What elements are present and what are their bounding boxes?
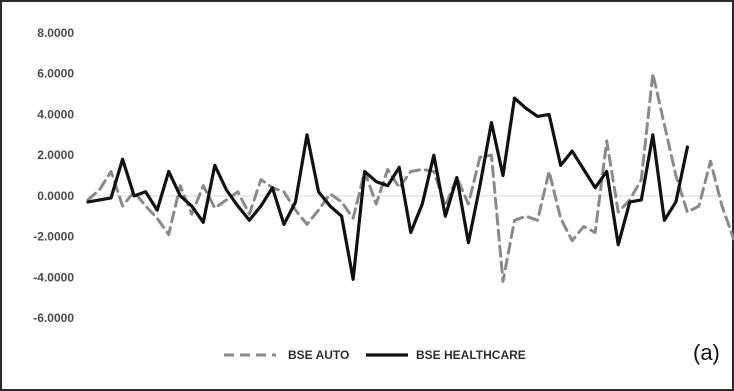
y-tick-label: 6.0000 — [37, 67, 74, 81]
panel-label: (a) — [693, 340, 720, 365]
y-tick-label: -4.0000 — [33, 270, 74, 284]
series-layer — [86, 72, 734, 283]
y-tick-label: 8.0000 — [37, 26, 74, 40]
legend-label-bse-auto: BSE AUTO — [288, 348, 349, 362]
series-line-bse-auto — [86, 72, 734, 283]
y-tick-label: -2.0000 — [33, 230, 74, 244]
y-axis-tick-labels: 8.0000 6.0000 4.0000 2.0000 0.0000 -2.0000 -4.… — [33, 26, 74, 325]
y-tick-label: 4.0000 — [37, 107, 74, 121]
y-tick-label: 2.0000 — [37, 148, 74, 162]
y-tick-label: -6.0000 — [33, 311, 74, 325]
legend: BSE AUTO BSE HEALTHCARE — [224, 348, 526, 362]
legend-label-bse-healthcare: BSE HEALTHCARE — [416, 348, 526, 362]
y-tick-label: 0.0000 — [37, 189, 74, 203]
series-line-bse-healthcare — [86, 96, 690, 281]
